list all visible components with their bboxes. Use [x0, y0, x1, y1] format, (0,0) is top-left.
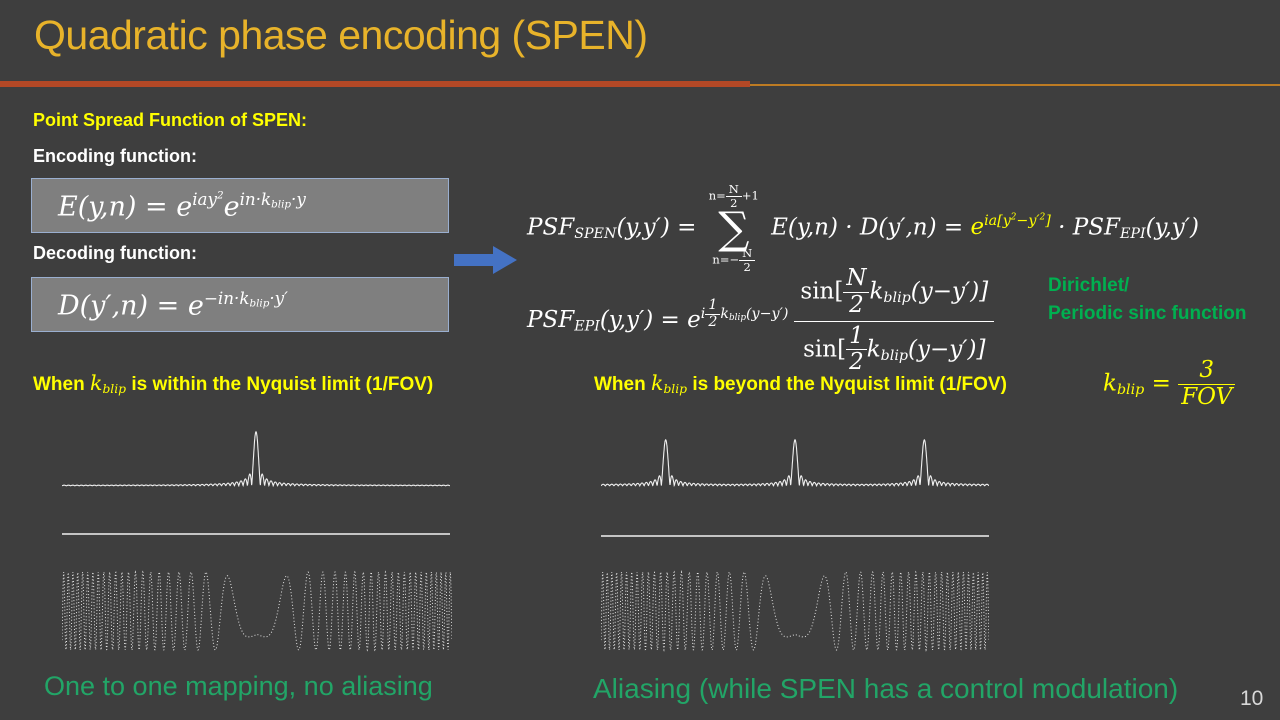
- dirichlet-note-line2: Periodic sinc function: [1048, 303, 1247, 324]
- encoding-label: Encoding function:: [33, 146, 197, 166]
- plot-chirp-left: [62, 570, 452, 652]
- decoding-equation: D(y′,n) = e−in·kblip·y′: [58, 287, 288, 322]
- psf-header-label: Point Spread Function of SPEN:: [33, 110, 307, 130]
- slide-title: Quadratic phase encoding (SPEN): [34, 12, 648, 58]
- plot-baseline-left: [62, 533, 450, 535]
- caption-aliasing: Aliasing (while SPEN has a control modul…: [593, 673, 1179, 704]
- plot-baseline-right: [601, 535, 989, 537]
- title-underline-bar: [0, 81, 750, 87]
- psf-epi-equation: PSFEPI(y,y′) = ei 1 2 kblip(y−y′) sin[N 2 kbli…: [527, 264, 995, 378]
- title-underline-line: [750, 84, 1280, 86]
- nyquist-within-heading: When kblip is within the Nyquist limit (…: [33, 371, 434, 397]
- page-number: 10: [1240, 687, 1264, 710]
- plot-psf-beyond-nyquist: [601, 438, 989, 487]
- plot-chirp-right: [601, 570, 989, 652]
- dirichlet-note: Dirichlet/ Periodic sinc function: [1048, 272, 1246, 328]
- nyquist-beyond-heading: When kblip is beyond the Nyquist limit (…: [594, 371, 1007, 397]
- psf-spen-equation: PSFSPEN(y,y′) = n= N 2 +1 ∑ n=− N 2 E(y,n) · D(…: [527, 182, 1199, 274]
- dirichlet-note-line1: Dirichlet/: [1048, 275, 1130, 296]
- caption-no-aliasing: One to one mapping, no aliasing: [44, 671, 433, 701]
- plot-psf-within-nyquist: [62, 430, 450, 487]
- decoding-equation-box: D(y′,n) = e−in·kblip·y′: [31, 277, 449, 332]
- kblip-value-equation: kblip = 3 FOV: [1103, 357, 1236, 411]
- decoding-label: Decoding function:: [33, 243, 197, 263]
- encoding-equation-box: E(y,n) = eiay2ein·kblip·y: [31, 178, 449, 233]
- right-arrow-icon: [454, 246, 517, 274]
- encoding-equation: E(y,n) = eiay2ein·kblip·y: [58, 188, 306, 223]
